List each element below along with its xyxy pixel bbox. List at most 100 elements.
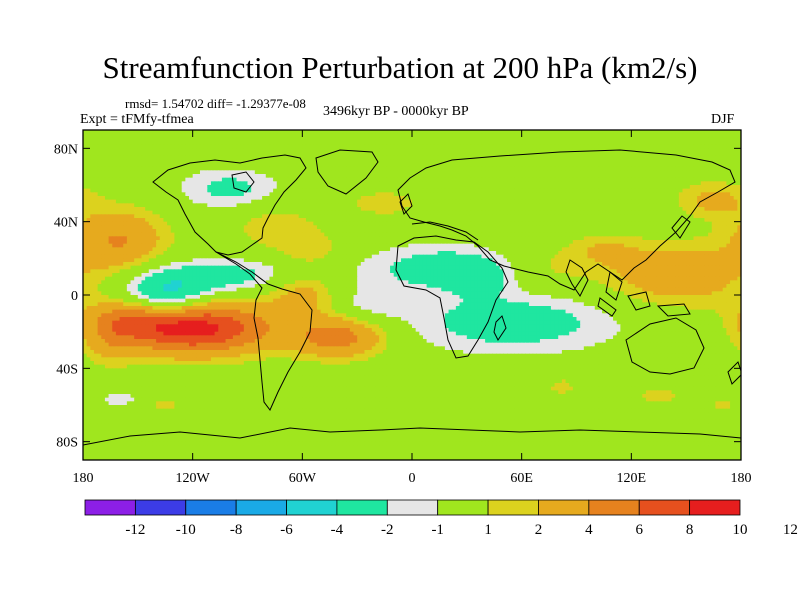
- field-cell: [525, 207, 530, 212]
- field-cell: [141, 130, 146, 135]
- field-cell: [711, 166, 717, 171]
- field-cell: [528, 163, 534, 168]
- field-cell: [181, 174, 186, 179]
- field-cell: [112, 144, 117, 149]
- field-cell: [97, 159, 102, 164]
- field-cell: [481, 159, 486, 164]
- field-cell: [550, 188, 556, 193]
- field-cell: [678, 137, 684, 142]
- field-cell: [660, 144, 665, 149]
- field-cell: [525, 177, 530, 182]
- field-cell: [631, 196, 636, 201]
- field-cell: [152, 166, 157, 171]
- field-cell: [101, 163, 106, 168]
- field-cell: [130, 137, 135, 142]
- field-cell: [730, 221, 735, 226]
- field-cell: [664, 203, 669, 208]
- field-cell: [221, 177, 227, 182]
- field-cell: [316, 210, 322, 215]
- field-cell: [638, 196, 643, 201]
- field-cell: [572, 188, 578, 193]
- field-cell: [587, 185, 592, 190]
- field-cell: [532, 141, 537, 146]
- field-cell: [624, 137, 629, 142]
- field-cell: [444, 163, 450, 168]
- field-cell: [379, 207, 384, 212]
- field-cell: [123, 170, 128, 175]
- field-cell: [236, 229, 241, 234]
- field-cell: [368, 130, 373, 135]
- field-cell: [704, 203, 709, 208]
- field-cell: [518, 210, 523, 215]
- field-cell: [287, 163, 292, 168]
- field-cell: [302, 185, 307, 190]
- field-cell: [305, 225, 311, 230]
- field-cell: [156, 166, 161, 171]
- field-cell: [86, 185, 91, 190]
- field-cell: [704, 188, 709, 193]
- field-cell: [145, 185, 150, 190]
- field-cell: [101, 130, 106, 135]
- field-cell: [137, 152, 143, 157]
- field-cell: [232, 181, 238, 186]
- field-cell: [653, 203, 658, 208]
- field-cell: [126, 207, 132, 212]
- field-cell: [141, 181, 146, 186]
- field-cell: [305, 148, 311, 153]
- field-cell: [437, 159, 442, 164]
- field-cell: [645, 155, 651, 160]
- field-cell: [488, 137, 494, 142]
- field-cell: [185, 141, 190, 146]
- field-cell: [576, 170, 581, 175]
- field-cell: [148, 188, 154, 193]
- field-cell: [298, 218, 303, 223]
- field-cell: [324, 229, 329, 234]
- field-cell: [397, 210, 402, 215]
- field-cell: [360, 214, 366, 219]
- field-cell: [499, 141, 504, 146]
- field-cell: [514, 229, 519, 234]
- field-cell: [368, 144, 373, 149]
- field-cell: [313, 207, 318, 212]
- field-cell: [708, 177, 713, 182]
- field-cell: [598, 203, 603, 208]
- field-cell: [693, 166, 698, 171]
- field-cell: [598, 199, 603, 204]
- field-cell: [291, 177, 296, 182]
- field-cell: [488, 203, 494, 208]
- field-cell: [576, 159, 581, 164]
- field-cell: [543, 181, 548, 186]
- field-cell: [331, 196, 336, 201]
- field-cell: [726, 137, 731, 142]
- field-cell: [104, 174, 110, 179]
- field-cell: [199, 203, 205, 208]
- field-cell: [514, 192, 519, 197]
- field-cell: [93, 199, 99, 204]
- field-cell: [667, 141, 673, 146]
- field-cell: [616, 214, 621, 219]
- field-cell: [448, 148, 453, 153]
- field-cell: [196, 203, 201, 208]
- field-cell: [207, 152, 212, 157]
- field-cell: [104, 207, 110, 212]
- field-cell: [653, 159, 658, 164]
- field-cell: [90, 155, 95, 160]
- field-cell: [613, 177, 618, 182]
- field-cell: [572, 141, 578, 146]
- field-cell: [295, 221, 300, 226]
- field-cell: [393, 229, 398, 234]
- field-cell: [627, 130, 632, 135]
- field-cell: [664, 207, 669, 212]
- field-cell: [613, 218, 618, 223]
- field-cell: [342, 133, 347, 138]
- field-cell: [481, 203, 486, 208]
- field-cell: [302, 170, 307, 175]
- field-cell: [280, 196, 285, 201]
- field-cell: [90, 144, 95, 149]
- field-cell: [167, 199, 172, 204]
- field-cell: [580, 188, 585, 193]
- field-cell: [393, 196, 398, 201]
- field-cell: [605, 185, 610, 190]
- field-cell: [287, 152, 292, 157]
- field-cell: [408, 221, 413, 226]
